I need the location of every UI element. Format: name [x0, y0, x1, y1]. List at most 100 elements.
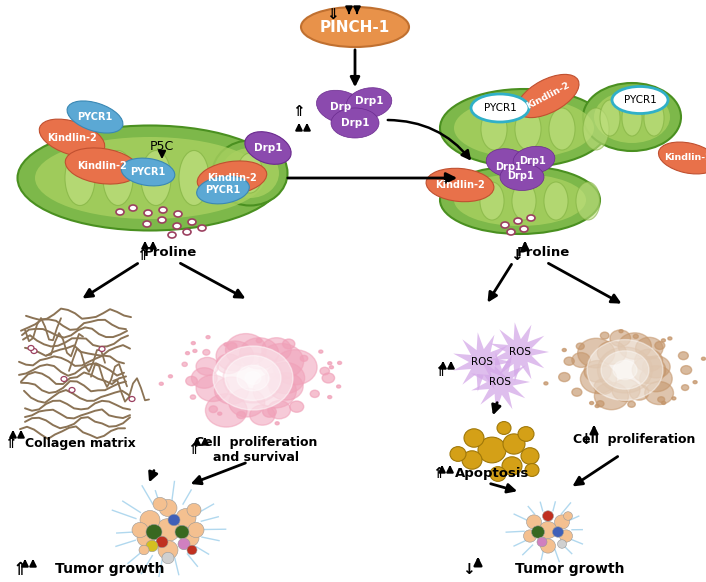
- Ellipse shape: [205, 394, 247, 427]
- Ellipse shape: [554, 515, 570, 529]
- Ellipse shape: [187, 503, 201, 517]
- Ellipse shape: [28, 346, 34, 350]
- Ellipse shape: [597, 401, 604, 407]
- Ellipse shape: [35, 137, 265, 219]
- Ellipse shape: [594, 91, 670, 143]
- Ellipse shape: [187, 545, 197, 555]
- Text: ⇑: ⇑: [4, 436, 16, 452]
- Ellipse shape: [188, 219, 196, 225]
- Text: ROS: ROS: [489, 377, 511, 387]
- Text: Tumor growth: Tumor growth: [55, 562, 164, 576]
- Ellipse shape: [137, 530, 155, 546]
- Polygon shape: [490, 322, 549, 382]
- Ellipse shape: [587, 340, 663, 400]
- Ellipse shape: [503, 434, 525, 454]
- Ellipse shape: [595, 404, 599, 407]
- Ellipse shape: [640, 365, 672, 392]
- Ellipse shape: [217, 412, 222, 415]
- Ellipse shape: [209, 406, 217, 413]
- Ellipse shape: [168, 514, 180, 526]
- Text: ↓: ↓: [579, 432, 592, 448]
- Ellipse shape: [320, 367, 330, 375]
- Text: Tumor growth: Tumor growth: [515, 562, 625, 576]
- Ellipse shape: [168, 232, 176, 238]
- Ellipse shape: [227, 343, 237, 350]
- Ellipse shape: [322, 373, 335, 383]
- Ellipse shape: [196, 375, 229, 402]
- Ellipse shape: [300, 356, 308, 361]
- Ellipse shape: [426, 168, 494, 202]
- Ellipse shape: [319, 350, 323, 353]
- Ellipse shape: [594, 379, 614, 395]
- Ellipse shape: [562, 349, 566, 352]
- Ellipse shape: [662, 339, 665, 342]
- Ellipse shape: [597, 341, 626, 364]
- Text: PYCR1: PYCR1: [131, 167, 166, 177]
- Ellipse shape: [191, 395, 196, 399]
- Ellipse shape: [140, 510, 160, 530]
- Ellipse shape: [559, 530, 573, 542]
- Ellipse shape: [630, 385, 649, 400]
- Ellipse shape: [206, 336, 210, 339]
- Ellipse shape: [564, 357, 574, 365]
- Text: Apoptosis: Apoptosis: [455, 467, 530, 481]
- Ellipse shape: [225, 333, 266, 366]
- Ellipse shape: [331, 108, 379, 138]
- Ellipse shape: [169, 375, 172, 378]
- Ellipse shape: [502, 457, 522, 475]
- Ellipse shape: [221, 148, 279, 198]
- Ellipse shape: [216, 341, 253, 371]
- Text: Proline: Proline: [143, 247, 197, 260]
- Ellipse shape: [196, 357, 219, 375]
- Ellipse shape: [612, 87, 668, 113]
- Ellipse shape: [282, 339, 295, 349]
- Ellipse shape: [224, 343, 228, 346]
- Ellipse shape: [129, 205, 137, 211]
- Ellipse shape: [103, 151, 133, 205]
- Ellipse shape: [693, 381, 697, 384]
- Ellipse shape: [632, 357, 666, 384]
- Text: Cell  proliferation: Cell proliferation: [573, 434, 695, 446]
- Ellipse shape: [186, 377, 198, 386]
- Ellipse shape: [478, 437, 506, 463]
- Ellipse shape: [597, 347, 652, 393]
- Ellipse shape: [553, 527, 563, 537]
- Text: Kindlin-2: Kindlin-2: [525, 81, 571, 111]
- Ellipse shape: [346, 88, 392, 118]
- Ellipse shape: [481, 108, 507, 150]
- Ellipse shape: [158, 217, 166, 223]
- Ellipse shape: [471, 94, 529, 122]
- Ellipse shape: [132, 523, 148, 538]
- Ellipse shape: [31, 349, 37, 353]
- Text: ↓: ↓: [462, 562, 474, 577]
- Ellipse shape: [542, 511, 554, 521]
- Ellipse shape: [245, 371, 261, 384]
- Ellipse shape: [153, 498, 167, 510]
- Ellipse shape: [193, 349, 197, 353]
- Ellipse shape: [576, 343, 585, 349]
- Ellipse shape: [40, 119, 104, 157]
- Ellipse shape: [610, 330, 630, 346]
- Ellipse shape: [191, 342, 196, 345]
- Ellipse shape: [183, 229, 191, 235]
- Ellipse shape: [250, 405, 275, 425]
- Ellipse shape: [178, 538, 190, 550]
- Ellipse shape: [181, 530, 199, 546]
- Ellipse shape: [65, 151, 95, 205]
- Ellipse shape: [139, 545, 149, 555]
- Text: ⇑: ⇑: [13, 561, 28, 579]
- Ellipse shape: [527, 515, 542, 529]
- Ellipse shape: [146, 540, 158, 552]
- Ellipse shape: [613, 360, 637, 379]
- Ellipse shape: [655, 342, 665, 349]
- Ellipse shape: [65, 148, 138, 184]
- Ellipse shape: [537, 537, 547, 546]
- Text: ⇑: ⇑: [433, 364, 446, 379]
- Ellipse shape: [262, 338, 292, 361]
- Ellipse shape: [659, 142, 706, 174]
- Ellipse shape: [158, 541, 178, 559]
- Ellipse shape: [116, 209, 124, 215]
- Ellipse shape: [144, 210, 152, 216]
- Ellipse shape: [583, 83, 681, 151]
- Ellipse shape: [454, 98, 594, 158]
